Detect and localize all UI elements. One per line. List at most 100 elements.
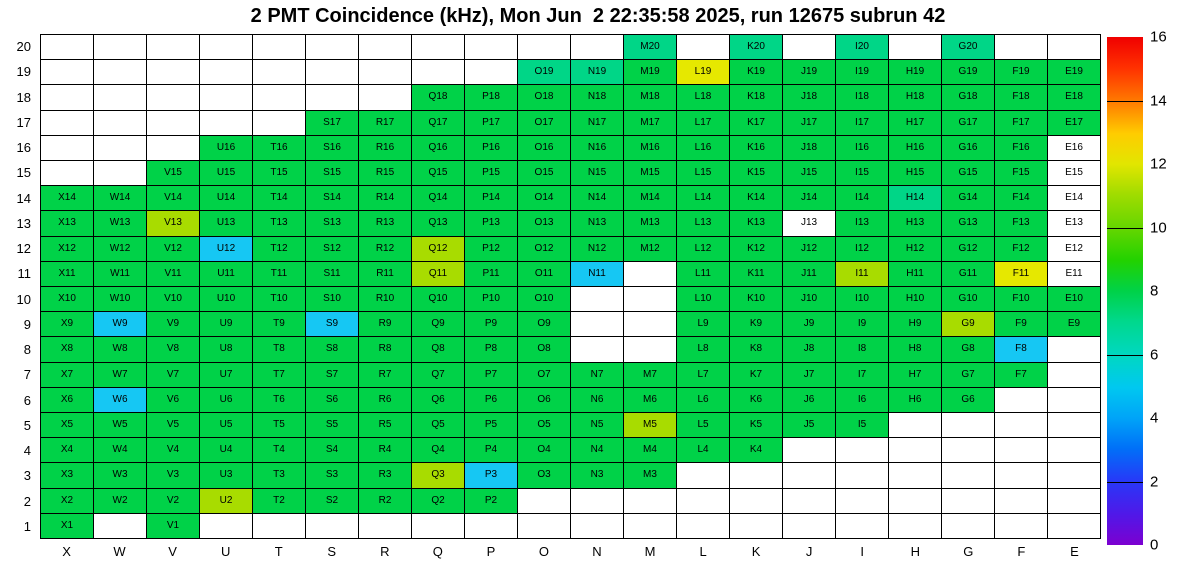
x-axis-tick-label: K — [751, 544, 761, 559]
grid-cell: Q17 — [412, 110, 464, 135]
grid-cell: U7 — [200, 362, 252, 387]
x-axis-tick-label: W — [113, 544, 126, 559]
grid-cell: N18 — [571, 85, 623, 110]
grid-cell-empty — [41, 110, 93, 135]
grid-cell-empty — [889, 413, 941, 438]
grid-cell-empty — [253, 513, 305, 538]
grid-cell: F8 — [995, 337, 1047, 362]
grid-cell: K7 — [730, 362, 782, 387]
grid-cell: Q15 — [412, 161, 464, 186]
grid-cell: R11 — [359, 261, 411, 286]
grid-cell-empty — [147, 85, 199, 110]
grid-cell: N12 — [571, 236, 623, 261]
grid-cell: O10 — [518, 287, 570, 312]
grid-cell: G15 — [942, 161, 994, 186]
y-axis-tick-label: 10 — [16, 291, 31, 307]
grid-cell-empty — [147, 60, 199, 85]
grid-cell-empty — [571, 337, 623, 362]
grid-cell: H19 — [889, 60, 941, 85]
grid-cell-empty — [1048, 438, 1100, 463]
grid-cell-empty — [518, 513, 570, 538]
x-axis-tick-label: N — [592, 544, 602, 559]
grid-cell-empty — [942, 513, 994, 538]
grid-cell: N13 — [571, 211, 623, 236]
grid-cell: L14 — [677, 186, 729, 211]
grid-cell: N3 — [571, 463, 623, 488]
grid-cell: K8 — [730, 337, 782, 362]
x-axis-tick-label: P — [486, 544, 496, 559]
grid-cell: F12 — [995, 236, 1047, 261]
grid-cell: U15 — [200, 161, 252, 186]
grid-cell-empty — [94, 161, 146, 186]
grid-cell-empty — [200, 110, 252, 135]
grid-cell: F14 — [995, 186, 1047, 211]
grid-cell-empty — [624, 312, 676, 337]
x-axis-tick-label: Q — [432, 544, 443, 559]
grid-cell-empty — [836, 463, 888, 488]
grid-cell: K13 — [730, 211, 782, 236]
grid-cell-empty — [306, 513, 358, 538]
grid-cell-empty — [995, 387, 1047, 412]
grid-cell: K17 — [730, 110, 782, 135]
grid-cell: L7 — [677, 362, 729, 387]
grid-cell: J12 — [783, 236, 835, 261]
grid-cell: H16 — [889, 135, 941, 160]
grid-cell: O13 — [518, 211, 570, 236]
grid-cell-empty — [306, 85, 358, 110]
colorbar-tick-label: 4 — [1150, 409, 1159, 427]
x-axis-tick-label: V — [168, 544, 177, 559]
y-axis-tick-label: 18 — [16, 89, 31, 105]
grid-cell-empty — [359, 85, 411, 110]
colorbar-tick-line — [1107, 227, 1143, 229]
grid-cell: W5 — [94, 413, 146, 438]
grid-cell: X4 — [41, 438, 93, 463]
grid-cell-empty — [94, 513, 146, 538]
y-axis-tick-label: 4 — [23, 443, 31, 459]
grid-cell: E11 — [1048, 261, 1100, 286]
grid-cell: P4 — [465, 438, 517, 463]
grid-cell: X12 — [41, 236, 93, 261]
grid-cell: I10 — [836, 287, 888, 312]
grid-cell: R10 — [359, 287, 411, 312]
grid-cell: O6 — [518, 387, 570, 412]
grid-cell: V2 — [147, 488, 199, 513]
grid-cell: V12 — [147, 236, 199, 261]
grid-cell: I13 — [836, 211, 888, 236]
grid-cell: H10 — [889, 287, 941, 312]
grid-cell: S7 — [306, 362, 358, 387]
grid-cell: H17 — [889, 110, 941, 135]
y-axis-labels: 20 19 18 17 16 15 14 13 12 11 10 9 8 7 6 5 4 3 2 1 — [0, 34, 34, 539]
colorbar-tick-label: 14 — [1150, 92, 1167, 109]
grid-cell: L18 — [677, 85, 729, 110]
y-axis-tick-label: 3 — [23, 468, 31, 484]
grid-cell-empty — [942, 488, 994, 513]
grid-cell: U12 — [200, 236, 252, 261]
grid-cell: J18 — [783, 85, 835, 110]
grid-cell: X5 — [41, 413, 93, 438]
grid-cell: T2 — [253, 488, 305, 513]
grid-cell: M15 — [624, 161, 676, 186]
grid-cell: M20 — [624, 35, 676, 60]
grid-cell-empty — [730, 513, 782, 538]
grid-cell: I18 — [836, 85, 888, 110]
grid-cell-empty — [94, 135, 146, 160]
grid-cell: T5 — [253, 413, 305, 438]
grid-cell: G10 — [942, 287, 994, 312]
grid-cell-empty — [783, 513, 835, 538]
grid-cell: Q9 — [412, 312, 464, 337]
grid-cell: R17 — [359, 110, 411, 135]
grid-cell: J18 — [783, 135, 835, 160]
grid-cell: T9 — [253, 312, 305, 337]
grid-cell: H15 — [889, 161, 941, 186]
grid-cell: H11 — [889, 261, 941, 286]
grid-cell: E14 — [1048, 186, 1100, 211]
grid-cell: G8 — [942, 337, 994, 362]
grid-cell-empty — [942, 463, 994, 488]
grid-cell: R9 — [359, 312, 411, 337]
grid-cell-empty — [995, 413, 1047, 438]
x-axis-tick-label: L — [699, 544, 707, 559]
grid-cell-empty — [359, 513, 411, 538]
grid-cell: L19 — [677, 60, 729, 85]
grid-cell: T14 — [253, 186, 305, 211]
